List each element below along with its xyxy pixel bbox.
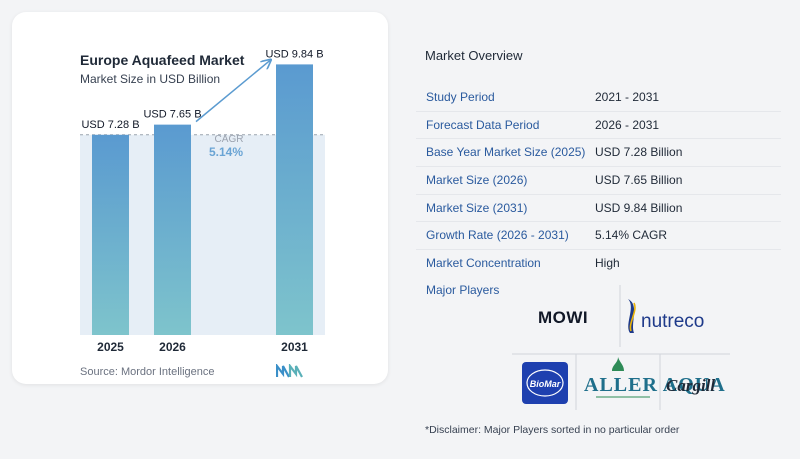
x-tick-label: 2031	[281, 340, 308, 354]
overview-value: USD 7.28 Billion	[595, 145, 683, 160]
overview-label: Growth Rate (2026 - 2031)	[426, 228, 569, 243]
disclaimer: *Disclaimer: Major Players sorted in no …	[425, 424, 680, 436]
bar-chart: USD 7.28 B 2025 USD 7.65 B 2026 USD 9.84 B 20…	[80, 48, 325, 354]
nutreco-logo: nutreco	[628, 299, 704, 333]
overview-row: Study Period 2021 - 2031	[416, 84, 781, 111]
mordor-logo-icon	[276, 364, 303, 378]
overview-row: Forecast Data Period 2026 - 2031	[416, 110, 781, 139]
overview-value: 2026 - 2031	[595, 117, 660, 132]
x-tick-label: 2026	[159, 340, 186, 354]
overview-row: Market Size (2026) USD 7.65 Billion	[416, 166, 781, 194]
overview-row: Market Size (2031) USD 9.84 Billion	[416, 193, 781, 222]
overview-row: Growth Rate (2026 - 2031) 5.14% CAGR	[416, 221, 781, 249]
overview-label: Base Year Market Size (2025)	[426, 145, 586, 160]
cagr-arrow	[195, 60, 270, 123]
chart-title: Europe Aquafeed Market	[80, 52, 245, 68]
aller-aqua-logo: ALLER AQUA	[584, 357, 726, 398]
overview-value: USD 9.84 Billion	[595, 200, 683, 215]
cargill-logo: Cargill	[666, 376, 715, 395]
bar-2025	[92, 134, 129, 335]
bar-value-label: USD 7.28 B	[81, 119, 139, 131]
bar-2031	[276, 64, 313, 336]
mowi-logo: MOWI	[538, 308, 588, 327]
biomar-logo: BioMar	[522, 362, 568, 404]
overview-value: High	[595, 256, 620, 271]
overview-label: Forecast Data Period	[426, 117, 540, 132]
player-logos: MOWI nutreco BioMar ALLER AQUA Cargill	[512, 285, 730, 410]
overview-label: Study Period	[426, 90, 495, 104]
overview-table: Study Period 2021 - 2031 Forecast Data P…	[416, 84, 781, 277]
major-players-label: Major Players	[426, 283, 500, 297]
bar-2026	[154, 124, 191, 335]
overview-label: Market Size (2031)	[426, 200, 528, 215]
overview-value: 2021 - 2031	[595, 90, 660, 104]
overview-label: Market Size (2026)	[426, 173, 528, 188]
overview-label: Market Concentration	[426, 256, 541, 271]
x-tick-label: 2025	[97, 340, 124, 354]
overview-value: USD 7.65 Billion	[595, 173, 683, 188]
overview-row: Base Year Market Size (2025) USD 7.28 Bi…	[416, 138, 781, 166]
nutreco-logo-text: nutreco	[641, 311, 704, 332]
overview-value: 5.14% CAGR	[595, 228, 668, 243]
bar-value-label: USD 7.65 B	[143, 109, 201, 121]
cagr-value: 5.14%	[209, 145, 243, 159]
chart-subtitle: Market Size in USD Billion	[80, 72, 221, 86]
cagr-label: CAGR	[215, 134, 244, 145]
bar-value-label: USD 9.84 B	[265, 48, 323, 60]
source-note: Source: Mordor Intelligence	[80, 366, 215, 378]
overview-row: Market Concentration High	[416, 249, 781, 277]
aller-aqua-logo-text: ALLER AQUA	[584, 374, 726, 396]
biomar-logo-text: BioMar	[530, 379, 561, 389]
overview-title: Market Overview	[425, 48, 523, 63]
market-overview-panel: Market Overview Study Period 2021 - 2031…	[400, 0, 800, 459]
